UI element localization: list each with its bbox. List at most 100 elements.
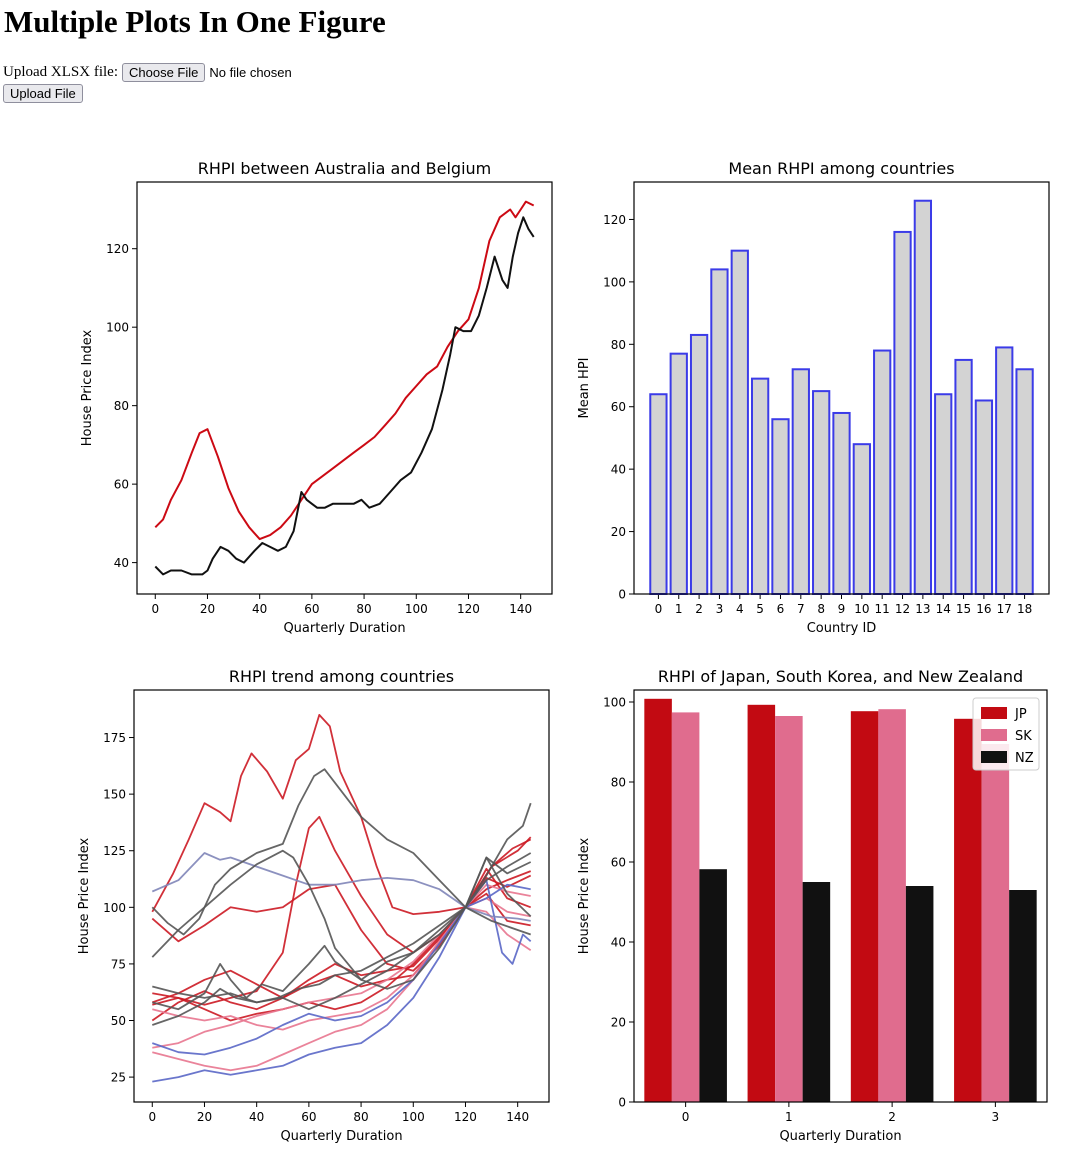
x-tick-label: 0	[148, 1110, 156, 1124]
y-tick-label: 0	[618, 588, 626, 602]
y-tick-label: 20	[611, 525, 626, 539]
x-tick-label: 40	[249, 1110, 264, 1124]
bar-3	[710, 268, 729, 595]
y-tick-label: 100	[103, 901, 126, 915]
x-tick-label: 120	[454, 1110, 477, 1124]
x-tick-label: 40	[252, 602, 267, 616]
series-line-4	[151, 870, 532, 1022]
series-line-6	[152, 906, 532, 1072]
x-tick-label: 15	[956, 602, 971, 616]
x-tick-label: 60	[304, 602, 319, 616]
x-tick-label: 80	[353, 1110, 368, 1124]
series-line-1	[154, 216, 535, 576]
bar-13	[913, 199, 933, 596]
series-line-14	[152, 856, 532, 1011]
bar-nz-0	[699, 869, 727, 1102]
bar-15	[954, 358, 973, 595]
x-tick-label: 6	[777, 602, 785, 616]
bar-sk-1	[775, 716, 803, 1102]
series-line-10	[152, 883, 531, 1056]
page-title: Multiple Plots In One Figure	[4, 4, 386, 39]
y-tick-label: 60	[611, 400, 626, 414]
x-tick-label: 16	[976, 602, 991, 616]
bar-11	[873, 349, 892, 595]
y-tick-label: 175	[103, 731, 126, 745]
x-tick-label: 100	[405, 602, 428, 616]
y-tick-label: 50	[111, 1014, 126, 1028]
y-tick-label: 75	[111, 957, 126, 971]
x-tick-label: 1	[675, 602, 683, 616]
bar-5	[750, 377, 770, 595]
series-line-12	[151, 768, 531, 936]
bar-9	[832, 411, 851, 595]
bar-jp-3	[954, 718, 982, 1102]
upload-file-button[interactable]: Upload File	[3, 84, 83, 103]
y-tick-label: 40	[611, 936, 626, 950]
choose-file-button[interactable]: Choose File	[121, 63, 206, 82]
bar-17	[995, 346, 1014, 595]
x-tick-label: 13	[915, 602, 930, 616]
bar-18	[1015, 368, 1034, 595]
bar-1	[669, 352, 688, 595]
y-tick-label: 25	[111, 1071, 126, 1085]
y-axis-label: Mean HPI	[577, 357, 592, 418]
upload-row: Upload XLSX file: Choose File No file ch…	[3, 63, 292, 82]
bar-2	[689, 333, 709, 595]
x-tick-label: 18	[1017, 602, 1032, 616]
y-tick-label: 40	[114, 556, 129, 570]
x-tick-label: 20	[200, 602, 215, 616]
plot-frame	[133, 689, 550, 1103]
bar-sk-0	[671, 712, 700, 1102]
plot-frame	[633, 181, 1050, 595]
x-tick-label: 10	[854, 602, 869, 616]
bar-14	[934, 393, 953, 595]
bar-12	[893, 230, 912, 595]
x-tick-label: 3	[716, 602, 724, 616]
chart-title: Mean RHPI among countries	[728, 159, 954, 178]
legend-swatch-sk	[981, 729, 1007, 741]
legend-swatch-nz	[981, 751, 1007, 763]
y-axis-label: House Price Index	[80, 329, 95, 446]
y-tick-label: 80	[611, 338, 626, 352]
series-line-15	[152, 852, 532, 1026]
y-tick-label: 60	[611, 856, 626, 870]
bar-6	[771, 418, 790, 595]
series-line-9	[152, 879, 532, 1083]
x-tick-label: 11	[875, 602, 890, 616]
x-axis-label: Quarterly Duration	[779, 1129, 901, 1144]
series-line-5	[152, 892, 531, 1022]
chart-jp_sk_nz: RHPI of Japan, South Korea, and New Zeal…	[577, 667, 1048, 1144]
y-axis-label: House Price Index	[577, 837, 592, 954]
x-axis-label: Country ID	[807, 621, 877, 636]
y-tick-label: 120	[106, 242, 129, 256]
bar-jp-2	[850, 711, 879, 1102]
y-tick-label: 80	[611, 776, 626, 790]
bar-4	[730, 249, 749, 596]
bar-nz-2	[905, 886, 934, 1102]
file-status: No file chosen	[209, 65, 292, 80]
chart-title: RHPI trend among countries	[229, 667, 454, 686]
bar-8	[812, 390, 831, 595]
bar-jp-1	[747, 704, 776, 1102]
series-line-0	[151, 714, 532, 915]
bar-sk-3	[981, 744, 1010, 1102]
x-tick-label: 5	[756, 602, 764, 616]
series-line-8	[152, 883, 531, 1031]
x-tick-label: 9	[838, 602, 846, 616]
chart-title: RHPI of Japan, South Korea, and New Zeal…	[658, 667, 1023, 686]
chart-mean_rhpi: Mean RHPI among countries Country ID Mean …	[577, 159, 1050, 636]
plot-frame	[633, 689, 1048, 1103]
figure: RHPI between Australia and Belgium Quarte…	[77, 159, 1050, 1144]
y-tick-label: 20	[611, 1016, 626, 1030]
y-tick-label: 125	[103, 844, 126, 858]
y-tick-label: 80	[114, 399, 129, 413]
x-tick-label: 0	[682, 1110, 690, 1124]
x-tick-label: 3	[992, 1110, 1000, 1124]
x-tick-label: 0	[655, 602, 663, 616]
chart-trend: RHPI trend among countries Quarterly Dura…	[77, 667, 550, 1144]
y-tick-label: 100	[603, 275, 626, 289]
x-tick-label: 0	[151, 602, 159, 616]
series-line-11	[151, 852, 531, 922]
y-tick-label: 100	[106, 321, 129, 335]
bar-7	[791, 368, 810, 595]
